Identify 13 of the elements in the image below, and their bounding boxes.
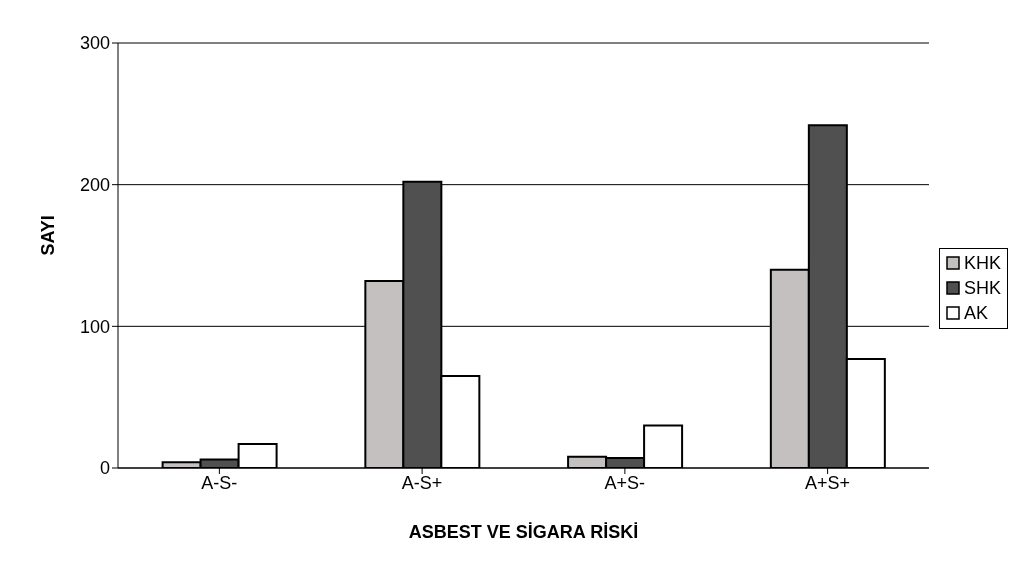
legend-label: KHK	[963, 252, 1001, 274]
y-tick-label: 0	[99, 458, 110, 479]
x-tick-label: A-S+	[401, 472, 443, 493]
legend-label: AK	[963, 302, 988, 324]
x-tick-label: A-S-	[201, 472, 238, 493]
y-axis-title: SAYI	[38, 215, 59, 256]
x-tick-label: A+S-	[604, 472, 646, 493]
y-tick-label: 100	[79, 316, 110, 337]
y-tick-label: 300	[79, 33, 110, 54]
x-tick-label: A+S+	[805, 472, 851, 493]
x-axis-title: ASBEST VE SİGARA RİSKİ	[408, 522, 639, 542]
y-tick-label: 200	[79, 175, 110, 196]
legend-label: SHK	[963, 277, 1001, 299]
